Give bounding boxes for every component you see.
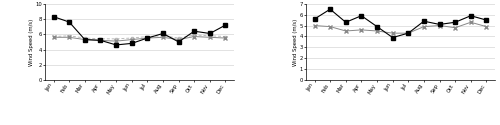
Y-axis label: Wind Speed (m/s): Wind Speed (m/s) [29, 18, 34, 66]
Y-axis label: Wind Speed (m/s): Wind Speed (m/s) [294, 18, 298, 66]
